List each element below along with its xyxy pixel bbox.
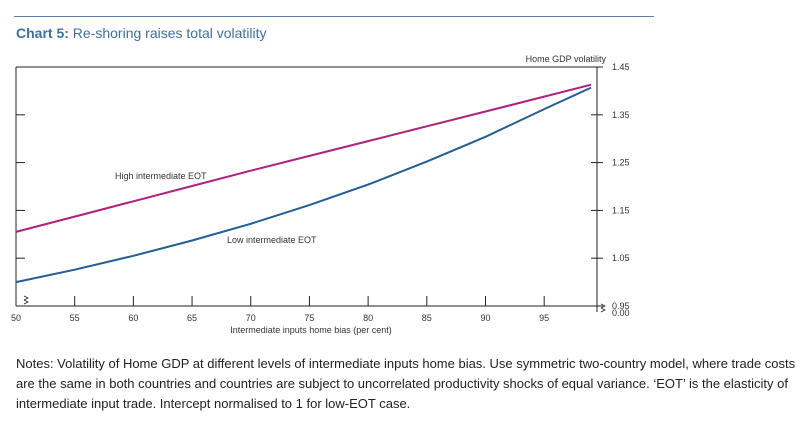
volatility-chart: 1.45 1.35 1.25 1.15 1.05 0.950.00 50 55 60 65 70 75… bbox=[11, 54, 630, 335]
top-rule bbox=[14, 16, 654, 17]
y-zero-label: 0.00 bbox=[612, 308, 630, 318]
y-axis-title: Home GDP volatility bbox=[526, 54, 607, 64]
x-tick-label: 70 bbox=[246, 313, 256, 323]
right-axis-break-mark bbox=[600, 303, 606, 313]
x-tick-label: 95 bbox=[539, 313, 549, 323]
chart-title-text: Re-shoring raises total volatility bbox=[72, 25, 267, 41]
chart-title: Chart 5: Re-shoring raises total volatil… bbox=[16, 25, 267, 41]
y-tick-label: 1.35 bbox=[612, 110, 630, 120]
x-tick-label: 60 bbox=[128, 313, 138, 323]
x-tick-label: 75 bbox=[304, 313, 314, 323]
chart-title-prefix: Chart 5: bbox=[16, 25, 69, 41]
y-tick-label: 1.25 bbox=[612, 158, 630, 168]
y-tick-label: 1.45 bbox=[612, 62, 630, 72]
x-axis-title: Intermediate inputs home bias (per cent) bbox=[230, 325, 392, 335]
chart-notes: Notes: Volatility of Home GDP at differe… bbox=[16, 356, 796, 411]
y-tick-label: 0.95 bbox=[612, 301, 630, 311]
low-eot-line bbox=[15, 86, 592, 284]
x-tick-label: 80 bbox=[363, 313, 373, 323]
x-tick-label: 55 bbox=[70, 313, 80, 323]
x-tick-label: 50 bbox=[11, 313, 21, 323]
left-axis-break-mark bbox=[23, 295, 29, 305]
high-eot-series-label: High intermediate EOT bbox=[115, 171, 207, 181]
x-tick-label: 85 bbox=[422, 313, 432, 323]
x-tick-label: 90 bbox=[480, 313, 490, 323]
high-eot-line bbox=[15, 83, 592, 233]
y-tick-label: 1.05 bbox=[612, 253, 630, 263]
y-tick-label: 1.15 bbox=[612, 205, 630, 215]
x-tick-label: 65 bbox=[187, 313, 197, 323]
low-eot-series-label: Low intermediate EOT bbox=[227, 235, 317, 245]
